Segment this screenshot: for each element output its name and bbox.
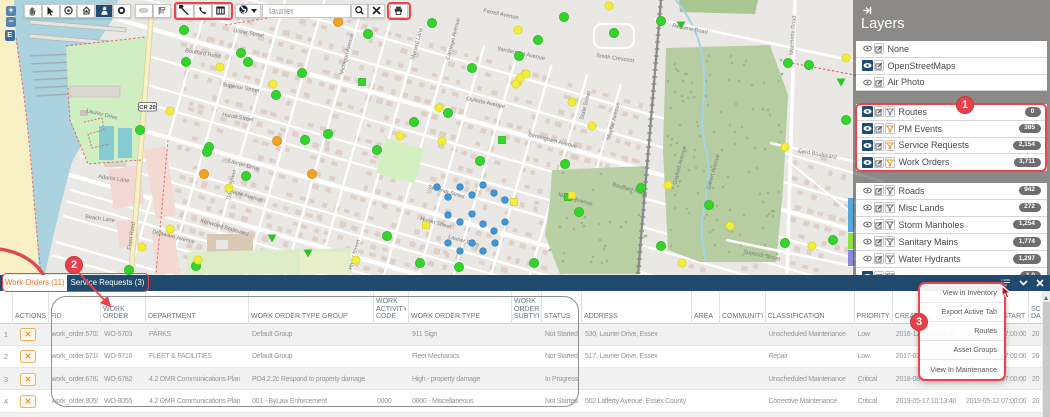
svg-text:Huron Street: Huron Street xyxy=(222,112,255,123)
svg-text:Adams Lane: Adams Lane xyxy=(98,174,130,184)
svg-text:CR 20: CR 20 xyxy=(139,105,155,111)
svg-text:Matchette Road: Matchette Road xyxy=(789,15,798,55)
svg-text:Front Road: Front Road xyxy=(127,222,137,251)
svg-text:Beach Lane: Beach Lane xyxy=(85,214,115,224)
svg-text:Ulster Street: Ulster Street xyxy=(233,28,265,39)
svg-text:Smith Crescent: Smith Crescent xyxy=(596,53,635,64)
